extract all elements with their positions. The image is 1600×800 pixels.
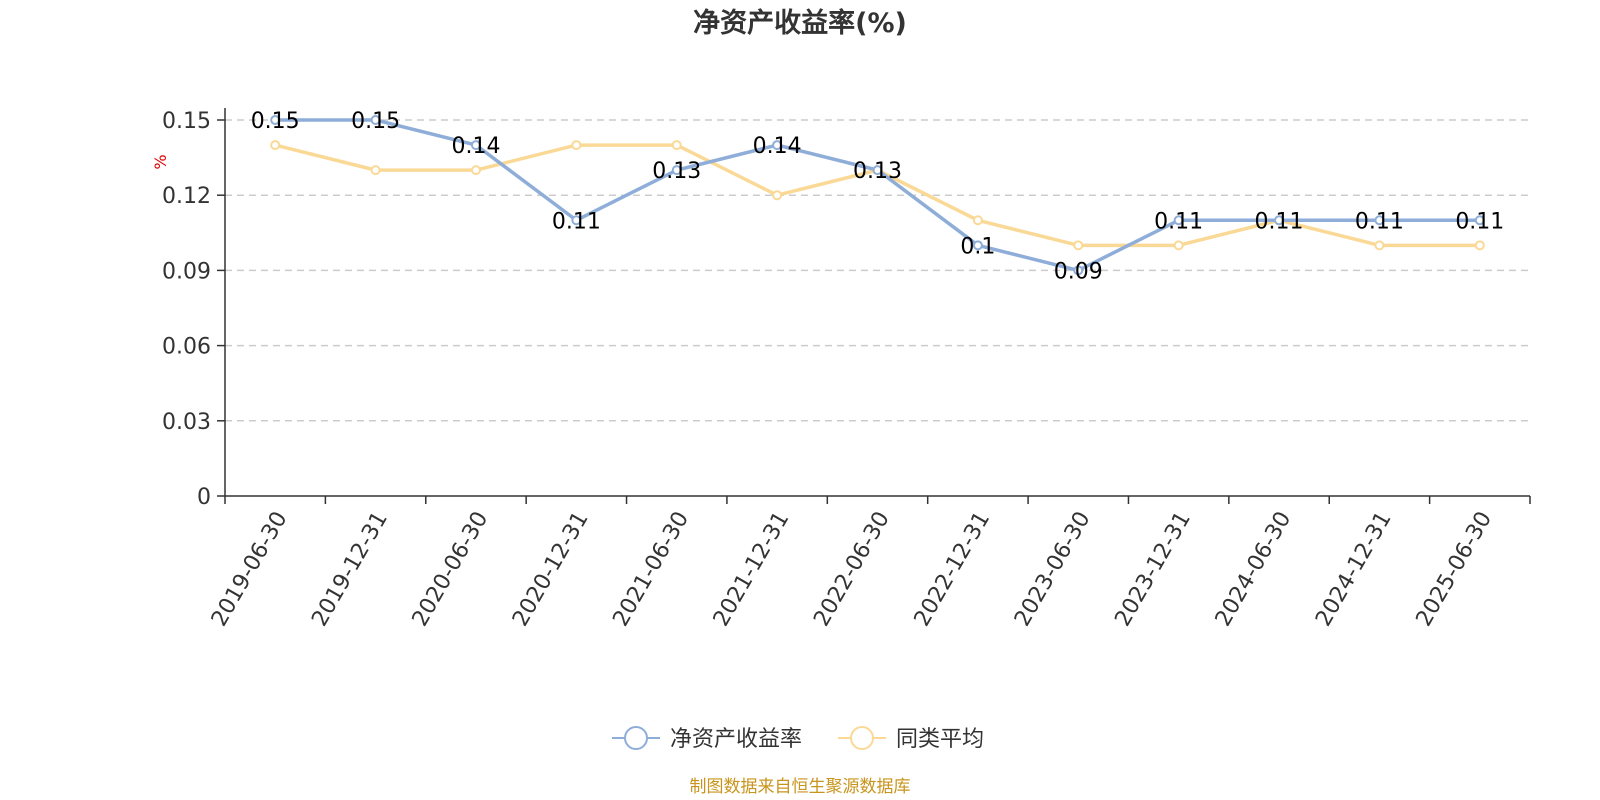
data-label: 0.14 bbox=[451, 134, 500, 159]
x-tick-label: 2023-12-31 bbox=[1110, 508, 1196, 631]
data-label: 0.13 bbox=[652, 159, 701, 184]
data-label: 0.11 bbox=[1255, 209, 1304, 234]
data-label: 0.11 bbox=[1355, 209, 1404, 234]
x-tick-label: 2022-12-31 bbox=[910, 508, 996, 631]
x-tick-label: 2021-12-31 bbox=[709, 508, 795, 631]
legend-marker-1[interactable] bbox=[850, 726, 874, 750]
data-point-1[interactable] bbox=[470, 165, 481, 176]
data-label: 0.11 bbox=[1455, 209, 1504, 234]
chart-title: 净资产收益率(%) bbox=[693, 7, 907, 39]
series-points bbox=[270, 115, 1485, 276]
data-point-0[interactable] bbox=[270, 115, 281, 125]
x-tick-label: 2020-06-30 bbox=[408, 508, 494, 631]
data-point-1[interactable] bbox=[972, 215, 983, 226]
y-axis-unit-label: % bbox=[151, 154, 170, 169]
data-label: 0.09 bbox=[1054, 259, 1103, 284]
y-tick-label: 0.03 bbox=[162, 410, 211, 435]
x-tick-label: 2019-12-31 bbox=[307, 508, 393, 631]
data-label: 0.13 bbox=[853, 159, 902, 184]
data-point-0[interactable] bbox=[470, 140, 481, 151]
x-tick-label: 2019-06-30 bbox=[207, 508, 293, 631]
legend-label-0[interactable]: 净资产收益率 bbox=[670, 727, 802, 752]
data-point-0[interactable] bbox=[772, 140, 783, 151]
x-tick-label: 2023-06-30 bbox=[1010, 508, 1096, 631]
data-label: 0.11 bbox=[1154, 209, 1203, 234]
data-point-1[interactable] bbox=[370, 165, 381, 176]
data-point-0[interactable] bbox=[370, 115, 381, 125]
data-label: 0.15 bbox=[351, 109, 400, 134]
data-label: 0.11 bbox=[552, 209, 601, 234]
x-tick-label: 2024-12-31 bbox=[1311, 508, 1397, 631]
y-tick-label: 0 bbox=[197, 485, 211, 510]
data-point-0[interactable] bbox=[972, 240, 983, 251]
y-tick-label: 0.12 bbox=[162, 184, 211, 209]
y-tick-label: 0.15 bbox=[162, 109, 211, 134]
legend-marker-0[interactable] bbox=[624, 726, 648, 750]
data-point-1[interactable] bbox=[671, 140, 682, 151]
x-tick-label: 2020-12-31 bbox=[508, 508, 594, 631]
data-point-0[interactable] bbox=[571, 215, 582, 226]
data-labels: 0.15 0.15 0.14 0.11 0.13 0.14 0.13 0.1 0.09 0.11 0… bbox=[251, 109, 1505, 284]
data-point-0[interactable] bbox=[1073, 265, 1084, 276]
data-point-1[interactable] bbox=[1374, 240, 1385, 251]
data-point-1[interactable] bbox=[1073, 240, 1084, 251]
y-tick-label: 0.09 bbox=[162, 259, 211, 284]
legend: 净资产收益率 同类平均 bbox=[612, 726, 984, 752]
x-tick-label: 2021-06-30 bbox=[608, 508, 694, 631]
data-point-0[interactable] bbox=[671, 165, 682, 176]
axes: 0 0.03 0.06 0.09 0.12 0.15 2019-06-30 2019-12-3… bbox=[162, 108, 1531, 631]
data-point-0[interactable] bbox=[1474, 215, 1485, 226]
legend-label-1[interactable]: 同类平均 bbox=[896, 727, 984, 752]
data-point-0[interactable] bbox=[872, 165, 883, 176]
x-tick-label: 2025-06-30 bbox=[1412, 508, 1498, 631]
source-note: 制图数据来自恒生聚源数据库 bbox=[690, 777, 911, 797]
data-point-0[interactable] bbox=[1274, 215, 1285, 226]
data-point-0[interactable] bbox=[1173, 215, 1184, 226]
data-label: 0.1 bbox=[960, 234, 995, 259]
y-tick-label: 0.06 bbox=[162, 335, 211, 360]
data-label: 0.14 bbox=[753, 134, 802, 159]
data-point-0[interactable] bbox=[1374, 215, 1385, 226]
data-point-1[interactable] bbox=[571, 140, 582, 151]
data-point-1[interactable] bbox=[772, 190, 783, 201]
data-point-1[interactable] bbox=[1173, 240, 1184, 251]
x-tick-label: 2024-06-30 bbox=[1211, 508, 1297, 631]
data-point-1[interactable] bbox=[270, 140, 281, 151]
data-label: 0.15 bbox=[251, 109, 300, 134]
data-point-1[interactable] bbox=[1474, 240, 1485, 251]
x-tick-label: 2022-06-30 bbox=[809, 508, 895, 631]
grid-lines bbox=[225, 119, 1530, 422]
